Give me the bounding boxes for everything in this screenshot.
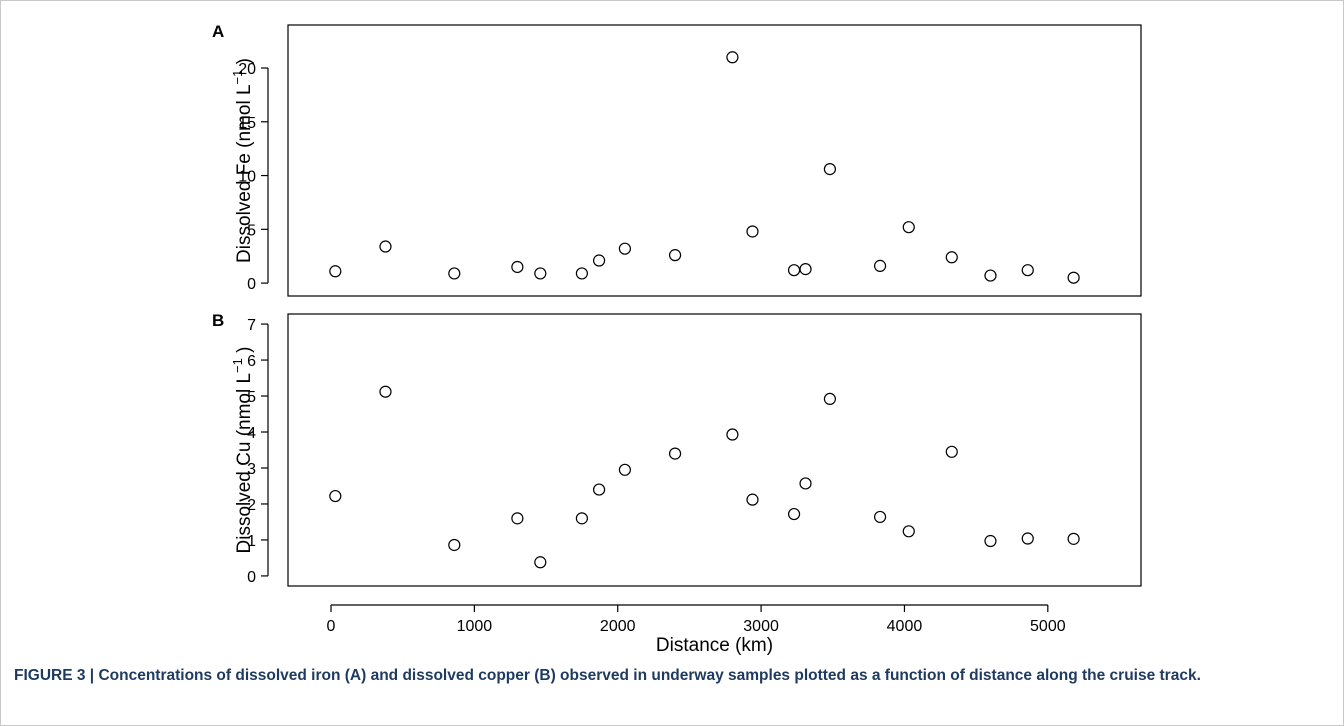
data-point-a bbox=[873, 259, 887, 272]
data-point-a bbox=[823, 163, 837, 176]
data-point-a bbox=[575, 267, 588, 280]
figure-caption: FIGURE 3 | Concentrations of dissolved i… bbox=[14, 664, 1330, 688]
y-axis-label-a: Dissolved Fe (nmol L−1 ) bbox=[230, 58, 255, 263]
data-point-b bbox=[668, 447, 682, 460]
y-tick-label: 1 bbox=[247, 533, 256, 550]
y-tick-label: 5 bbox=[247, 222, 256, 239]
y-tick-label: 10 bbox=[238, 169, 256, 186]
data-point-b bbox=[945, 445, 958, 458]
x-tick-label: 2000 bbox=[600, 618, 636, 635]
x-tick-label: 4000 bbox=[887, 618, 923, 635]
plot-frame-a bbox=[287, 24, 1142, 297]
caption-label: FIGURE 3 | bbox=[14, 667, 95, 684]
data-point-a bbox=[1021, 264, 1034, 277]
data-point-a bbox=[746, 225, 759, 238]
y-tick-label: 5 bbox=[247, 389, 256, 406]
data-point-a bbox=[902, 221, 915, 234]
data-point-a bbox=[618, 242, 631, 255]
panel-label-b: B bbox=[212, 311, 224, 330]
data-point-b bbox=[379, 385, 392, 398]
caption-text: Concentrations of dissolved iron (A) and… bbox=[98, 667, 1201, 684]
data-point-a bbox=[945, 251, 958, 264]
y-tick-label: 15 bbox=[238, 115, 256, 132]
data-point-b bbox=[618, 463, 631, 476]
y-axis-label-b: Dissolved Cu (nmol L−1 ) bbox=[230, 346, 255, 553]
data-point-b bbox=[787, 507, 801, 521]
data-point-b bbox=[534, 556, 547, 569]
data-point-a bbox=[984, 269, 997, 282]
data-point-b bbox=[1067, 532, 1080, 545]
data-point-b bbox=[511, 512, 524, 525]
data-point-b bbox=[726, 428, 739, 441]
data-point-a bbox=[1067, 271, 1080, 284]
data-point-a bbox=[668, 249, 682, 262]
data-point-b bbox=[448, 538, 461, 552]
data-point-a bbox=[448, 267, 461, 280]
data-point-a bbox=[379, 240, 392, 253]
y-tick-label: 0 bbox=[247, 569, 256, 586]
panel-label-a: A bbox=[212, 22, 224, 41]
plot-frame-b bbox=[287, 313, 1142, 587]
data-point-a bbox=[726, 51, 739, 64]
y-tick-label: 20 bbox=[238, 61, 256, 78]
data-point-b bbox=[746, 493, 759, 506]
data-point-b bbox=[592, 483, 606, 496]
y-tick-label: 0 bbox=[247, 276, 256, 293]
data-point-b bbox=[823, 392, 837, 406]
panel-b: B 0 1 2 3 4 5 6 7 Dissolved Cu (nmol L−1 ) 0 1000 20… bbox=[212, 311, 1142, 656]
data-point-b bbox=[799, 477, 812, 490]
x-tick-label: 3000 bbox=[743, 618, 779, 635]
x-tick-label: 5000 bbox=[1030, 618, 1066, 635]
data-point-a bbox=[592, 254, 606, 267]
data-point-a bbox=[787, 264, 801, 277]
data-point-b bbox=[873, 510, 887, 524]
data-point-b bbox=[575, 512, 588, 525]
y-tick-label: 2 bbox=[247, 497, 256, 514]
data-point-b bbox=[984, 534, 997, 548]
y-tick-label: 4 bbox=[247, 425, 256, 442]
x-tick-label: 0 bbox=[327, 618, 336, 635]
data-point-a bbox=[534, 267, 547, 280]
y-tick-label: 7 bbox=[247, 317, 256, 334]
data-point-b bbox=[1021, 532, 1034, 545]
y-tick-label: 6 bbox=[247, 353, 256, 370]
data-point-a bbox=[799, 263, 812, 276]
x-tick-label: 1000 bbox=[457, 618, 493, 635]
data-point-b bbox=[329, 489, 342, 503]
y-tick-label: 3 bbox=[247, 461, 256, 478]
data-point-a bbox=[511, 260, 524, 274]
data-point-a bbox=[329, 265, 342, 278]
data-point-b bbox=[902, 525, 915, 538]
x-axis-label: Distance (km) bbox=[656, 635, 773, 656]
